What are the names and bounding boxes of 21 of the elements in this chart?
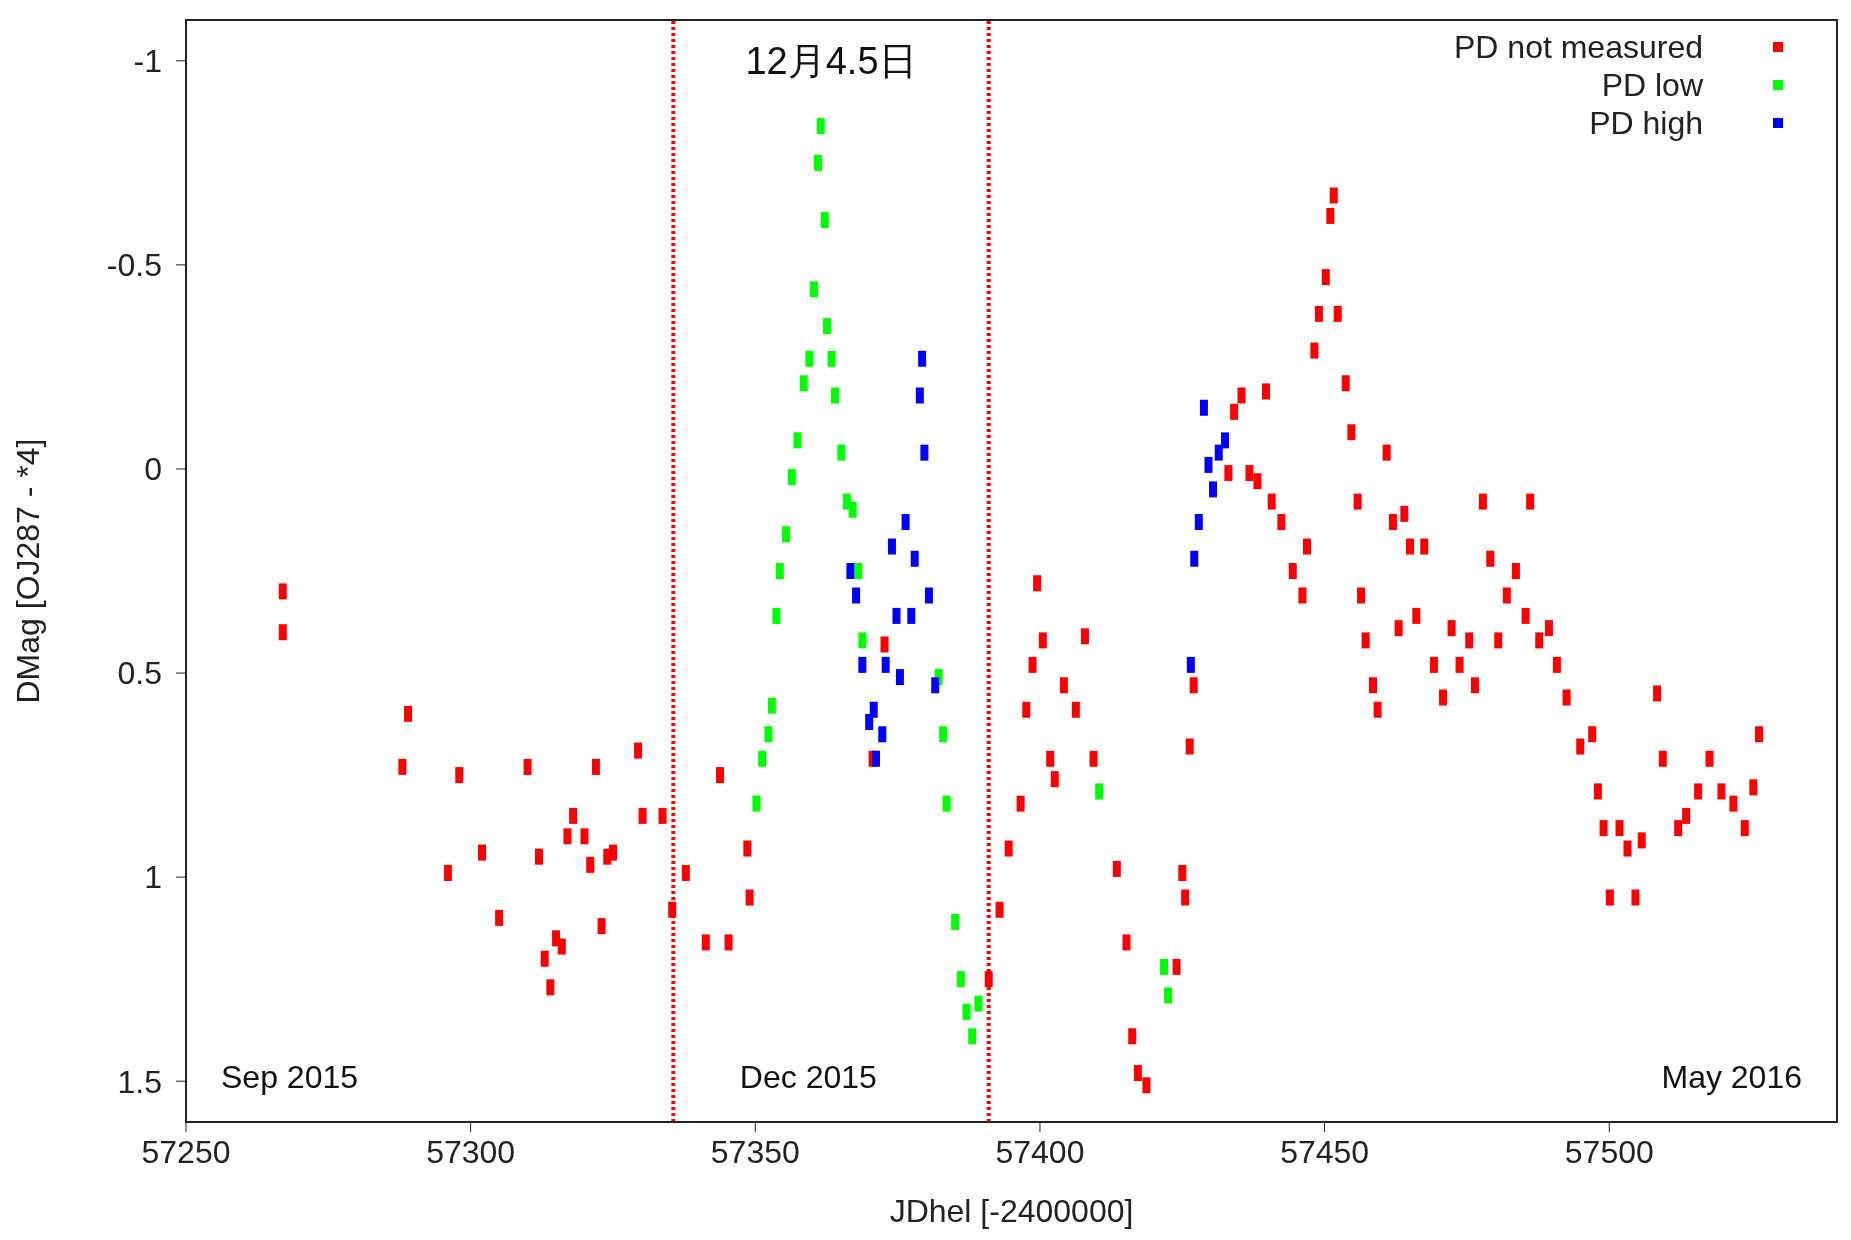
x-tick-label: 57500 (1564, 1133, 1654, 1170)
x-tick-label: 57350 (710, 1133, 800, 1170)
y-tick-label: 1 (144, 859, 162, 896)
x-tick-label: 57300 (426, 1133, 516, 1170)
x-tick-label: 57250 (141, 1133, 231, 1170)
y-tick-label: 0 (144, 451, 162, 488)
y-axis-title: DMag [OJ287 - *4] (10, 438, 47, 704)
legend-label: PD high (1589, 104, 1703, 142)
annotation: Dec 2015 (739, 1059, 877, 1095)
x-tick-label: 57450 (1280, 1133, 1370, 1170)
annotation: 12月4.5日 (745, 40, 917, 82)
legend-label: PD low (1601, 66, 1703, 104)
y-tick-label: 0.5 (117, 655, 162, 692)
annotation: May 2016 (1661, 1059, 1802, 1095)
x-tick-label: 57400 (995, 1133, 1085, 1170)
y-tick-label: 1.5 (117, 1063, 162, 1100)
y-tick-label: -0.5 (106, 247, 162, 284)
x-axis-title: JDhel [-2400000] (889, 1193, 1134, 1229)
y-tick-label: -1 (133, 43, 162, 80)
legend-label: PD not measured (1453, 28, 1703, 66)
annotation: Sep 2015 (221, 1059, 359, 1095)
